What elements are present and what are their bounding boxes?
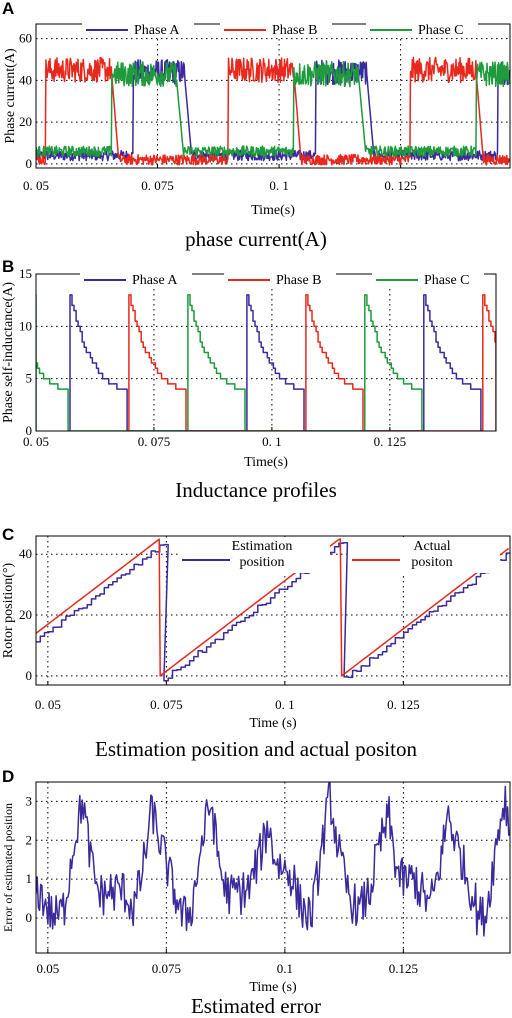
legend-label: Phase A xyxy=(134,23,180,38)
x-tick-label: 0.125 xyxy=(389,961,418,976)
y-tick-label: 20 xyxy=(19,114,32,129)
series-line-phase-c xyxy=(36,60,510,158)
y-tick-label: 2 xyxy=(26,832,33,847)
panel-caption: Estimated error xyxy=(191,994,321,1018)
x-tick-label: 0. 075 xyxy=(150,697,183,712)
legend-bg xyxy=(224,268,336,286)
x-tick-label: 0. 05 xyxy=(23,434,49,449)
y-tick-label: 5 xyxy=(26,371,33,386)
legend-bg xyxy=(82,18,194,36)
y-tick-label: 0 xyxy=(26,156,33,171)
legend-bg xyxy=(366,18,478,36)
x-tick-label: 0.05 xyxy=(36,961,59,976)
panel-caption: Estimation position and actual positon xyxy=(95,737,417,761)
series-line-actual-positon xyxy=(36,538,510,677)
panel-letter-b: B xyxy=(2,257,14,276)
x-tick-label: 0.1 xyxy=(277,961,293,976)
legend-label: Phase B xyxy=(276,273,322,288)
series-line-error xyxy=(36,782,510,937)
x-tick-label: 0.075 xyxy=(152,961,181,976)
x-tick-label: 0. 075 xyxy=(138,434,171,449)
legend-bg xyxy=(372,268,484,286)
legend-label: Phase C xyxy=(424,273,470,288)
x-tick-label: 0. 1 xyxy=(275,697,295,712)
plot-frame xyxy=(35,535,511,686)
panel-d-chart: 0.05 0.075 0.1 0.125 0 1 2 3 Time (s) Error of es… xyxy=(1,781,511,1018)
x-axis-label: Time(s) xyxy=(251,203,295,218)
y-tick-label: 10 xyxy=(19,318,32,333)
series-line-phase-a xyxy=(36,58,510,162)
panel-caption: Inductance profiles xyxy=(175,478,337,502)
x-axis-label: Time (s) xyxy=(249,716,297,731)
y-axis-label: Phase current(A) xyxy=(3,48,18,144)
y-tick-label: 0 xyxy=(26,910,33,925)
legend-label: Actual positon xyxy=(411,539,452,570)
y-tick-label: 40 xyxy=(19,546,32,561)
legend-label: Phase A xyxy=(132,273,178,288)
x-tick-label: 0. 125 xyxy=(384,178,417,193)
series-line-phase-a xyxy=(69,294,482,431)
legend-bg xyxy=(350,537,500,573)
panel-caption: phase current(A) xyxy=(185,227,327,251)
x-tick-label: 0. 05 xyxy=(23,178,49,193)
series-line-estimation-position xyxy=(36,541,510,682)
panel-a-chart: 0. 05 0. 075 0. 1 0. 125 0 20 40 60 Time(s) Phase… xyxy=(3,18,511,251)
y-axis-label: Rotor position(°) xyxy=(1,562,16,658)
legend-bg xyxy=(180,537,330,573)
x-axis-label: Time(s) xyxy=(244,455,288,470)
series-line-phase-b xyxy=(36,56,510,166)
x-axis-label: Time (s) xyxy=(249,980,297,995)
y-tick-label: 20 xyxy=(19,607,32,622)
y-tick-label: 0 xyxy=(26,668,33,683)
panel-letter-a: A xyxy=(2,0,14,18)
y-axis-label: Error of estimated position xyxy=(1,803,15,932)
x-tick-label: 0. 125 xyxy=(374,434,407,449)
panel-letter-d: D xyxy=(2,767,14,786)
x-tick-label: 0. 125 xyxy=(387,697,420,712)
y-tick-label: 0 xyxy=(26,423,33,438)
legend-bg xyxy=(220,18,332,36)
y-tick-label: 40 xyxy=(19,72,32,87)
legend-label: Estimation position xyxy=(232,539,293,570)
series-line-phase-b xyxy=(128,294,496,431)
plot-frame xyxy=(35,781,511,954)
series-line-phase-c xyxy=(36,294,423,431)
panel-b-chart: 0. 05 0. 075 0. 1 0. 125 0 5 10 15 Time(s) Phase … xyxy=(1,266,497,502)
y-tick-label: 3 xyxy=(26,793,33,808)
y-axis-label: Phase self-inductance(A) xyxy=(1,282,16,423)
legend-bg xyxy=(80,268,192,286)
legend-label: Phase B xyxy=(272,23,318,38)
y-tick-label: 60 xyxy=(19,31,32,46)
panel-letter-c: C xyxy=(2,525,14,544)
x-tick-label: 0. 05 xyxy=(35,697,61,712)
y-tick-label: 1 xyxy=(26,871,33,886)
y-tick-label: 15 xyxy=(19,266,32,281)
x-tick-label: 0. 1 xyxy=(262,434,282,449)
panel-c-chart: 0. 05 0. 075 0. 1 0. 125 0 20 40 Time (s) Rotor … xyxy=(1,535,511,761)
legend-label: Phase C xyxy=(418,23,464,38)
x-tick-label: 0. 075 xyxy=(141,178,174,193)
x-tick-label: 0. 1 xyxy=(269,178,289,193)
